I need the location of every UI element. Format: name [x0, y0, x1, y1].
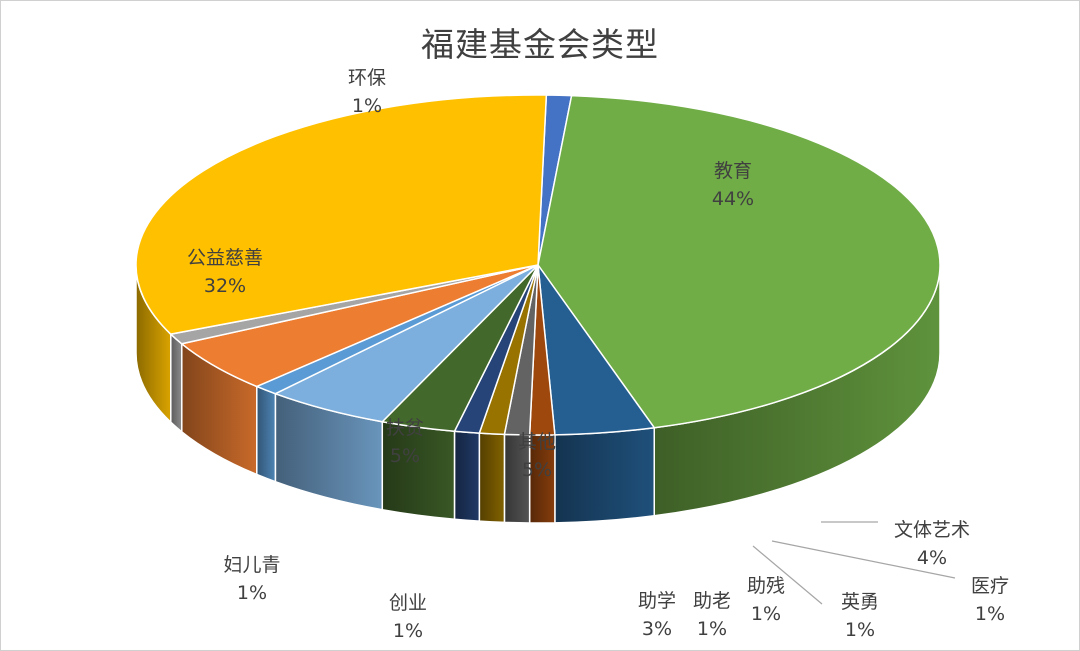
data-label-name-公益慈善: 公益慈善 — [187, 247, 263, 269]
data-label-name-文体艺术: 文体艺术 — [894, 519, 970, 541]
pie-side-助老 — [453, 430, 481, 522]
pie-tops — [135, 94, 941, 436]
data-label-name-妇儿青: 妇儿青 — [223, 554, 280, 576]
pie-side-创业 — [256, 385, 277, 483]
data-label-name-教育: 教育 — [714, 160, 752, 182]
data-label-value-英勇: 1% — [845, 619, 875, 641]
data-label-value-医疗: 1% — [975, 603, 1005, 625]
pie-slice-公益慈善 — [135, 94, 548, 335]
data-label-value-创业: 1% — [393, 620, 423, 642]
data-label-value-其他: 5% — [522, 459, 552, 481]
data-label-value-扶贫: 5% — [390, 445, 420, 467]
data-label-name-英勇: 英勇 — [841, 591, 879, 613]
data-label-value-环保: 1% — [352, 95, 382, 117]
data-label-name-环保: 环保 — [348, 67, 386, 89]
data-label-value-文体艺术: 4% — [917, 547, 947, 569]
data-label-value-妇儿青: 1% — [237, 582, 267, 604]
pie-side-文体艺术 — [554, 426, 655, 524]
data-label-name-助学: 助学 — [638, 590, 676, 612]
data-labels: 环保 1% 教育 44% 文体艺术 4% 医疗 1% 英勇 1% 助残 1% 助老 1% 助学 3% 其他 5% 创… — [187, 67, 1009, 642]
data-label-value-教育: 44% — [712, 188, 754, 210]
data-label-value-助老: 1% — [697, 618, 727, 640]
data-label-name-创业: 创业 — [389, 592, 427, 614]
pie-side-助残 — [478, 432, 506, 524]
leader-lines — [752, 521, 956, 605]
leader-line-英勇 — [752, 545, 823, 605]
data-label-value-助残: 1% — [751, 603, 781, 625]
data-label-value-助学: 3% — [642, 618, 672, 640]
pie-sides — [135, 264, 941, 524]
data-label-name-扶贫: 扶贫 — [386, 417, 424, 439]
data-label-value-公益慈善: 32% — [204, 275, 246, 297]
chart-title: 福建基金会类型 — [421, 25, 659, 64]
pie-side-妇儿青 — [170, 332, 183, 434]
data-label-name-其他: 其他 — [518, 431, 556, 453]
data-label-name-医疗: 医疗 — [971, 575, 1009, 597]
data-label-name-助老: 助老 — [693, 590, 731, 612]
leader-line-医疗 — [771, 540, 956, 579]
pie-slice-教育 — [537, 94, 941, 429]
data-label-name-助残: 助残 — [747, 575, 785, 597]
